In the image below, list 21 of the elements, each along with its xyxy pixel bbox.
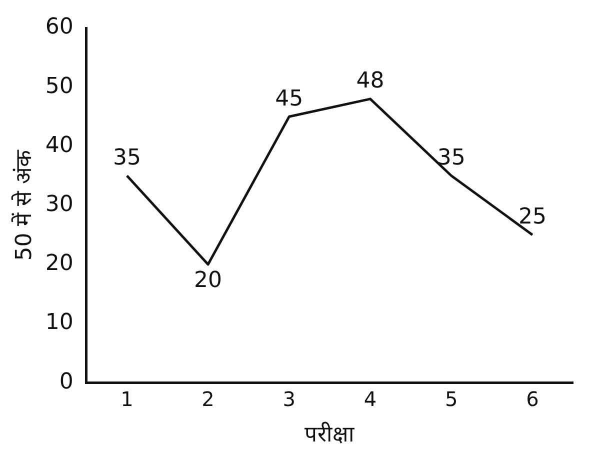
data-label: 35 — [112, 145, 141, 170]
data-label: 48 — [356, 68, 384, 94]
x-tick-label: 2 — [202, 386, 214, 411]
y-tick-label: 10 — [45, 310, 74, 336]
y-tick-label: 50 — [45, 74, 74, 99]
y-tick-label: 60 — [45, 14, 74, 40]
data-label: 35 — [437, 145, 466, 170]
y-axis-title: 50 में से अंक — [10, 148, 37, 261]
data-label: 20 — [194, 268, 222, 294]
x-tick-label: 4 — [364, 386, 377, 411]
x-tick-label: 3 — [282, 386, 296, 411]
y-tick-label: 40 — [45, 132, 74, 158]
data-label: 45 — [275, 86, 304, 112]
y-tick-label: 0 — [59, 369, 74, 394]
x-tick-label: 6 — [526, 386, 539, 411]
y-tick-label: 20 — [45, 251, 74, 276]
x-axis-title: परीक्षा — [304, 422, 355, 448]
y-tick-label: 30 — [45, 192, 74, 218]
data-label: 25 — [518, 204, 546, 230]
x-tick-label: 1 — [120, 386, 134, 411]
x-tick-label: 5 — [444, 386, 458, 411]
